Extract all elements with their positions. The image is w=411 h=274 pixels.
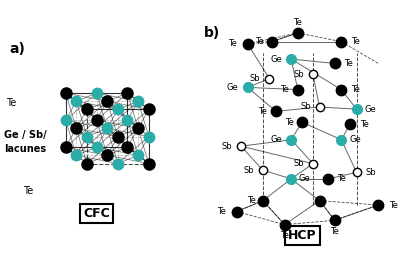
Text: Sb: Sb <box>222 142 232 151</box>
Text: Te: Te <box>247 196 256 205</box>
Text: a): a) <box>10 42 25 56</box>
Text: Te: Te <box>344 59 353 68</box>
Text: CFC: CFC <box>83 207 110 220</box>
Text: Te: Te <box>228 39 237 48</box>
Text: Ge: Ge <box>350 135 361 144</box>
Text: Sb: Sb <box>243 166 254 175</box>
Text: b): b) <box>204 26 220 40</box>
Text: Te: Te <box>6 98 16 108</box>
Text: Te: Te <box>351 85 360 94</box>
Text: Te: Te <box>280 231 289 240</box>
Text: Ge: Ge <box>226 83 238 92</box>
Text: Te: Te <box>360 120 369 129</box>
Text: lacunes: lacunes <box>4 144 46 154</box>
Text: Ge: Ge <box>298 174 310 183</box>
Text: Te: Te <box>23 187 33 196</box>
Text: Te: Te <box>337 174 346 183</box>
Text: Ge: Ge <box>270 55 282 64</box>
Text: Sb: Sb <box>293 70 304 79</box>
Text: Ge: Ge <box>270 135 282 144</box>
Text: Te: Te <box>351 37 360 46</box>
Text: Te: Te <box>280 85 289 94</box>
Text: Sb: Sb <box>300 102 311 112</box>
Text: HCP: HCP <box>288 229 316 242</box>
Text: Sb: Sb <box>365 168 376 177</box>
Text: Ge / Sb/: Ge / Sb/ <box>4 130 46 141</box>
Text: Sb: Sb <box>293 159 304 168</box>
Text: Te: Te <box>293 18 302 27</box>
Text: Te: Te <box>330 227 339 236</box>
Text: Sb: Sb <box>250 74 261 83</box>
Text: Ge: Ge <box>365 105 376 114</box>
Text: Te: Te <box>259 107 267 116</box>
Text: Te: Te <box>217 207 226 216</box>
Text: Te: Te <box>255 37 264 46</box>
Text: Te: Te <box>284 118 293 127</box>
Text: Te: Te <box>389 201 398 210</box>
